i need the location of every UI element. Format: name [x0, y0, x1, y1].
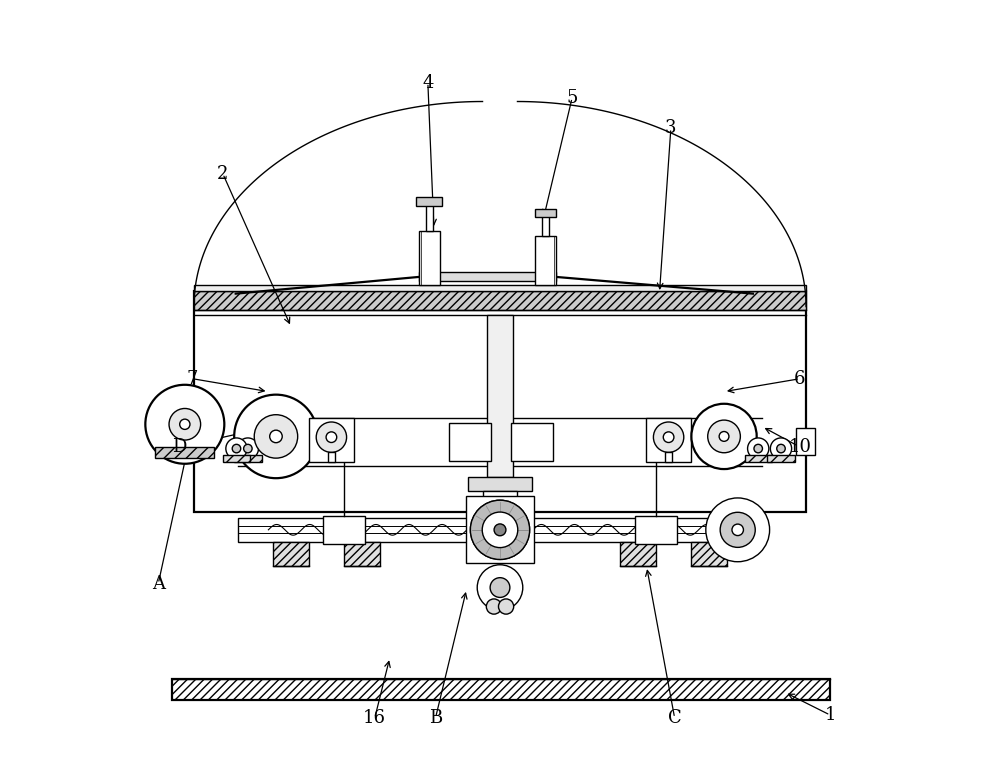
Bar — [328, 452, 335, 462]
Circle shape — [316, 422, 347, 452]
Bar — [542, 213, 549, 236]
Text: 1: 1 — [825, 706, 836, 724]
Text: 5: 5 — [566, 89, 578, 106]
Circle shape — [720, 513, 755, 548]
Text: B: B — [429, 709, 442, 728]
Circle shape — [498, 599, 514, 614]
Bar — [194, 285, 806, 291]
Circle shape — [719, 431, 729, 441]
Circle shape — [180, 419, 190, 429]
Circle shape — [486, 599, 502, 614]
Bar — [238, 518, 762, 542]
Bar — [223, 454, 250, 462]
Bar — [323, 516, 365, 544]
Bar — [468, 477, 532, 491]
Text: 4: 4 — [422, 73, 434, 92]
Text: D: D — [172, 438, 187, 456]
Bar — [234, 454, 262, 462]
Bar — [194, 291, 806, 512]
Circle shape — [470, 500, 530, 559]
Bar — [635, 516, 677, 544]
Circle shape — [770, 438, 792, 459]
Circle shape — [748, 438, 769, 459]
Bar — [466, 496, 534, 563]
Circle shape — [226, 438, 247, 459]
Bar — [419, 272, 556, 282]
Circle shape — [244, 444, 252, 453]
Bar — [416, 197, 442, 207]
Circle shape — [145, 385, 224, 464]
Bar — [796, 428, 815, 454]
Bar — [691, 542, 727, 566]
Bar — [487, 315, 513, 477]
Bar — [535, 236, 556, 285]
Circle shape — [706, 498, 770, 562]
Text: 2: 2 — [217, 164, 228, 183]
Circle shape — [663, 432, 674, 442]
Bar — [309, 418, 354, 462]
Bar — [665, 452, 672, 462]
Circle shape — [477, 565, 523, 610]
Circle shape — [234, 395, 318, 478]
Circle shape — [754, 444, 762, 453]
Circle shape — [169, 409, 201, 440]
Circle shape — [326, 432, 337, 442]
Circle shape — [232, 444, 241, 453]
Bar — [646, 418, 691, 462]
Text: 3: 3 — [665, 119, 677, 137]
Circle shape — [732, 524, 743, 536]
Circle shape — [237, 438, 258, 459]
Circle shape — [254, 415, 298, 458]
Text: 7: 7 — [187, 369, 198, 388]
Bar — [745, 454, 772, 462]
Circle shape — [482, 512, 518, 548]
Bar — [426, 202, 433, 230]
Bar — [483, 491, 517, 513]
Text: 10: 10 — [788, 438, 811, 456]
Circle shape — [691, 404, 757, 469]
Circle shape — [777, 444, 785, 453]
Bar — [344, 542, 380, 566]
Circle shape — [490, 578, 510, 597]
Circle shape — [708, 420, 740, 453]
Bar — [419, 230, 440, 285]
Circle shape — [470, 500, 530, 559]
Text: 16: 16 — [363, 709, 386, 728]
Bar — [194, 291, 806, 311]
Circle shape — [270, 430, 282, 443]
Bar — [620, 542, 656, 566]
Circle shape — [494, 524, 506, 536]
Bar — [273, 542, 309, 566]
Bar — [511, 423, 553, 461]
Bar — [155, 447, 214, 457]
Bar — [767, 454, 795, 462]
Text: A: A — [152, 575, 165, 593]
Bar — [449, 423, 491, 461]
Text: 6: 6 — [794, 369, 806, 388]
Bar — [535, 210, 556, 217]
Text: C: C — [668, 709, 682, 728]
Bar — [172, 679, 830, 700]
Circle shape — [653, 422, 684, 452]
